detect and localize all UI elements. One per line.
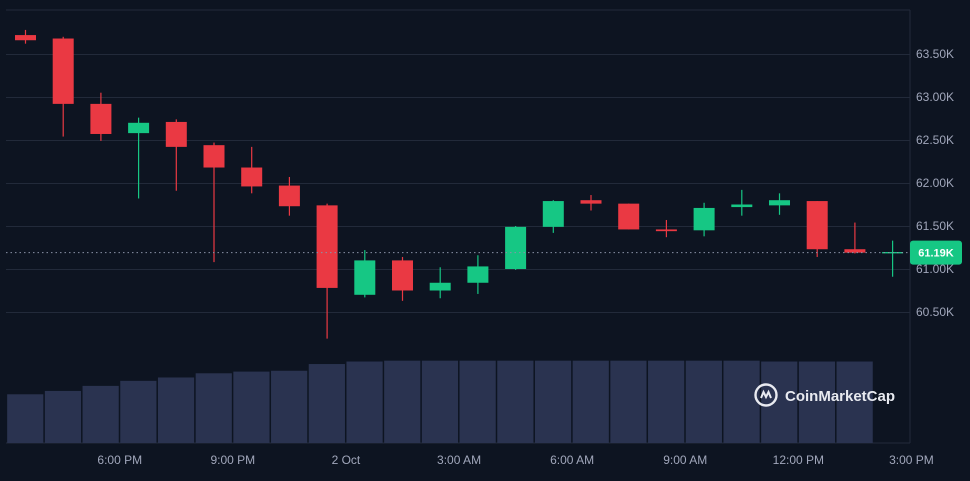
volume-bar xyxy=(459,360,496,443)
x-axis: 6:00 PM 9:00 PM 2 Oct 3:00 AM 6:00 AM 9:00 AM… xyxy=(97,453,933,467)
y-tick-label: 61.00K xyxy=(916,262,954,276)
candle-body xyxy=(128,122,150,134)
volume-bar xyxy=(271,370,308,443)
candlesticks xyxy=(15,29,904,339)
candle xyxy=(165,119,187,191)
y-axis: 63.50K 63.00K 62.50K 62.00K 61.50K 61.00K 60.5… xyxy=(916,47,954,319)
candle xyxy=(693,202,715,237)
volume-bar xyxy=(7,394,44,443)
candle-body xyxy=(203,145,225,168)
volume-bar xyxy=(82,385,119,443)
candle xyxy=(580,195,602,211)
candle xyxy=(806,201,828,257)
candle xyxy=(278,176,300,216)
candle-body xyxy=(392,260,413,291)
candle-body xyxy=(316,205,338,288)
candle xyxy=(15,29,36,44)
x-tick-label: 12:00 PM xyxy=(773,453,824,467)
candle-body xyxy=(693,207,715,231)
candle xyxy=(354,250,376,298)
candle-body xyxy=(806,201,828,250)
candle-body xyxy=(844,249,866,253)
candle xyxy=(844,222,866,254)
candle-body xyxy=(542,201,564,227)
volume-bars xyxy=(7,360,873,443)
candle xyxy=(467,255,489,294)
volume-bar xyxy=(120,380,157,443)
volume-bar xyxy=(195,373,232,443)
candle-body xyxy=(241,167,263,187)
candle-body xyxy=(769,200,790,206)
volume-bar xyxy=(346,361,383,443)
volume-bar xyxy=(685,360,722,443)
candle xyxy=(505,226,527,270)
candle xyxy=(128,117,150,199)
x-tick-label: 2 Oct xyxy=(332,453,361,467)
volume-bar xyxy=(233,371,270,443)
candle xyxy=(731,189,753,216)
current-price-tag xyxy=(910,240,962,265)
x-tick-label: 3:00 PM xyxy=(889,453,934,467)
candle-body xyxy=(278,185,300,207)
volume-bar xyxy=(534,360,572,443)
candle xyxy=(429,267,451,299)
candle-body xyxy=(731,204,753,208)
candle-body xyxy=(467,266,489,283)
candle-body xyxy=(580,200,602,204)
watermark: CoinMarketCap xyxy=(754,383,895,407)
coinmarketcap-logo-icon xyxy=(754,383,778,407)
y-tick-label: 62.50K xyxy=(916,133,954,147)
volume-bar xyxy=(308,364,345,443)
candle-body xyxy=(52,38,74,104)
candle xyxy=(52,36,74,137)
volume-bar xyxy=(648,360,685,443)
candle xyxy=(241,146,263,194)
candle xyxy=(655,219,677,238)
candle xyxy=(90,92,112,141)
candle-body xyxy=(165,121,187,147)
candle xyxy=(203,142,225,263)
candle xyxy=(542,200,564,233)
volume-bar xyxy=(384,360,421,443)
volume-bar xyxy=(572,360,609,443)
candle-body xyxy=(90,103,112,134)
candle-body xyxy=(354,260,376,295)
candle xyxy=(769,193,790,215)
volume-bar xyxy=(836,361,873,443)
x-tick-label: 3:00 AM xyxy=(437,453,481,467)
current-price-line: 61.19K xyxy=(6,240,962,265)
x-tick-label: 9:00 PM xyxy=(210,453,255,467)
volume-bar xyxy=(421,360,459,443)
y-tick-label: 61.50K xyxy=(916,219,954,233)
x-tick-label: 6:00 AM xyxy=(550,453,594,467)
volume-bar xyxy=(610,360,647,443)
candle-body xyxy=(15,35,36,41)
y-tick-label: 63.00K xyxy=(916,90,954,104)
candle-body xyxy=(429,282,451,291)
volume-bar xyxy=(157,377,195,443)
x-tick-label: 6:00 PM xyxy=(97,453,142,467)
volume-bar xyxy=(761,361,798,443)
volume-bar xyxy=(723,360,760,443)
candle xyxy=(392,256,413,301)
volume-bar xyxy=(497,360,534,443)
volume-bar xyxy=(798,361,836,443)
current-price-label: 61.19K xyxy=(918,248,954,260)
volume-bar xyxy=(44,390,82,443)
candle-body xyxy=(618,203,640,230)
candle xyxy=(316,203,338,339)
y-tick-label: 60.50K xyxy=(916,305,954,319)
y-tick-label: 63.50K xyxy=(916,47,954,61)
y-tick-label: 62.00K xyxy=(916,176,954,190)
candle-body xyxy=(655,229,677,232)
candle-body xyxy=(505,226,527,269)
x-tick-label: 9:00 AM xyxy=(663,453,707,467)
candle xyxy=(618,203,640,230)
watermark-text: CoinMarketCap xyxy=(785,388,895,405)
